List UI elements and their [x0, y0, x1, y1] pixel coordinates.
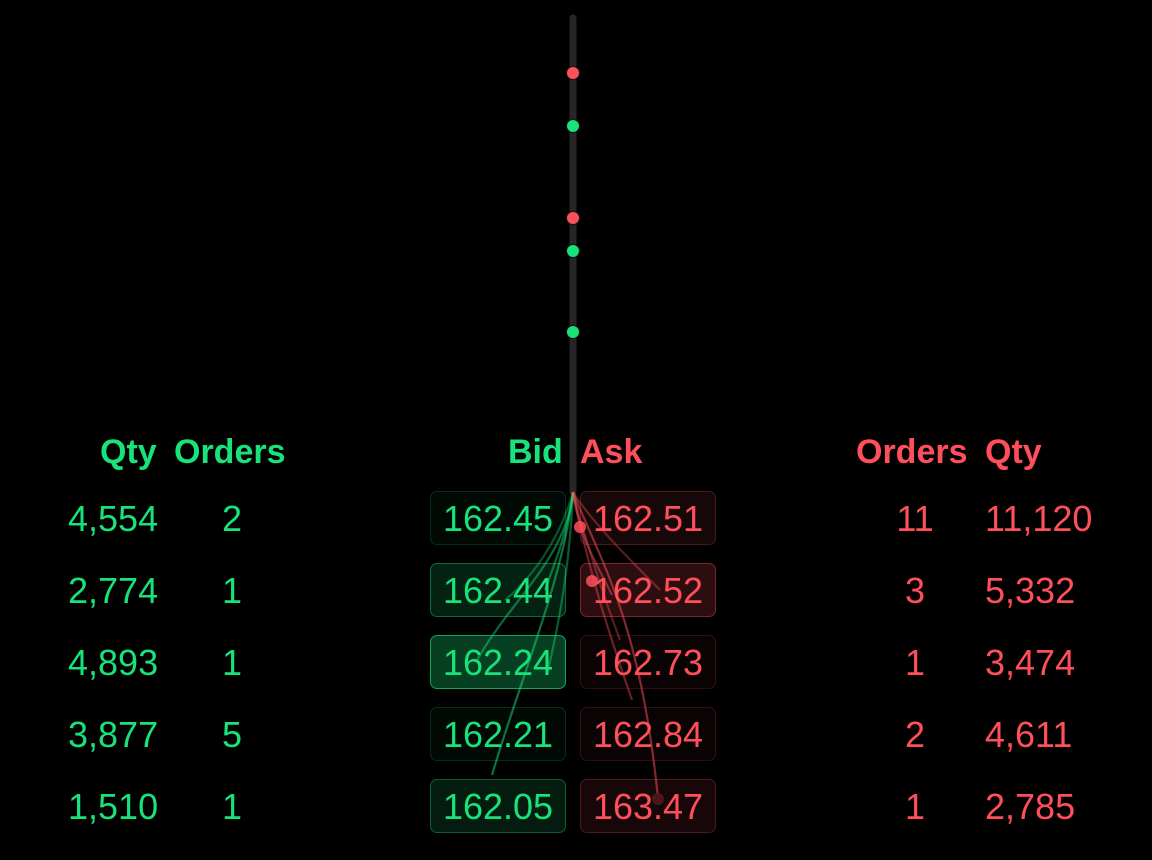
book-row: 3,877 5 162.21 162.84 2 4,611 — [0, 707, 1152, 763]
bid-orders: 1 — [221, 642, 243, 683]
ask-orders: 1 — [904, 786, 926, 827]
ask-qty: 4,611 — [985, 714, 1073, 755]
ask-price-cell[interactable]: 162.73 — [580, 635, 716, 689]
book-row: 2,774 1 162.44 162.52 3 5,332 — [0, 563, 1152, 619]
bid-qty: 4,554 — [68, 498, 159, 539]
book-row: 4,554 2 162.45 162.51 11 11,120 — [0, 491, 1152, 547]
ask-orders: 1 — [904, 642, 926, 683]
ask-orders-header: Orders — [856, 433, 968, 471]
ask-qty: 5,332 — [985, 570, 1076, 611]
ask-qty: 3,474 — [985, 642, 1076, 683]
bid-qty: 2,774 — [68, 570, 159, 611]
ask-orders: 3 — [904, 570, 926, 611]
trade-dots — [566, 66, 580, 339]
bid-trade-dot — [566, 325, 580, 339]
ask-qty: 11,120 — [985, 498, 1093, 539]
bid-orders: 2 — [221, 498, 243, 539]
ask-trade-dot — [566, 211, 580, 225]
bid-qty: 4,893 — [68, 642, 159, 683]
book-row: 1,510 1 162.05 163.47 1 2,785 — [0, 779, 1152, 835]
bid-price-header: Bid — [508, 433, 563, 471]
bid-price-cell[interactable]: 162.21 — [430, 707, 566, 761]
ask-price-cell[interactable]: 162.52 — [580, 563, 716, 617]
bid-qty: 1,510 — [68, 786, 159, 827]
ask-orders: 2 — [904, 714, 926, 755]
bid-price-cell[interactable]: 162.24 — [430, 635, 566, 689]
bid-price-cell[interactable]: 162.05 — [430, 779, 566, 833]
bid-orders-header: Orders — [174, 433, 286, 471]
ask-trade-dot — [566, 66, 580, 80]
ask-price-cell[interactable]: 162.51 — [580, 491, 716, 545]
bid-orders: 1 — [221, 570, 243, 611]
ask-orders: 11 — [896, 498, 934, 539]
book-row: 4,893 1 162.24 162.73 1 3,474 — [0, 635, 1152, 691]
ask-qty-header: Qty — [985, 433, 1042, 471]
bid-orders: 5 — [221, 714, 243, 755]
bid-qty: 3,877 — [68, 714, 159, 755]
bid-trade-dot — [566, 119, 580, 133]
ask-price-cell[interactable]: 163.47 — [580, 779, 716, 833]
bid-price-cell[interactable]: 162.44 — [430, 563, 566, 617]
ask-price-cell[interactable]: 162.84 — [580, 707, 716, 761]
ask-price-header: Ask — [580, 433, 643, 471]
bid-price-cell[interactable]: 162.45 — [430, 491, 566, 545]
bid-trade-dot — [566, 244, 580, 258]
bid-orders: 1 — [221, 786, 243, 827]
bid-qty-header: Qty — [100, 433, 157, 471]
ask-qty: 2,785 — [985, 786, 1076, 827]
